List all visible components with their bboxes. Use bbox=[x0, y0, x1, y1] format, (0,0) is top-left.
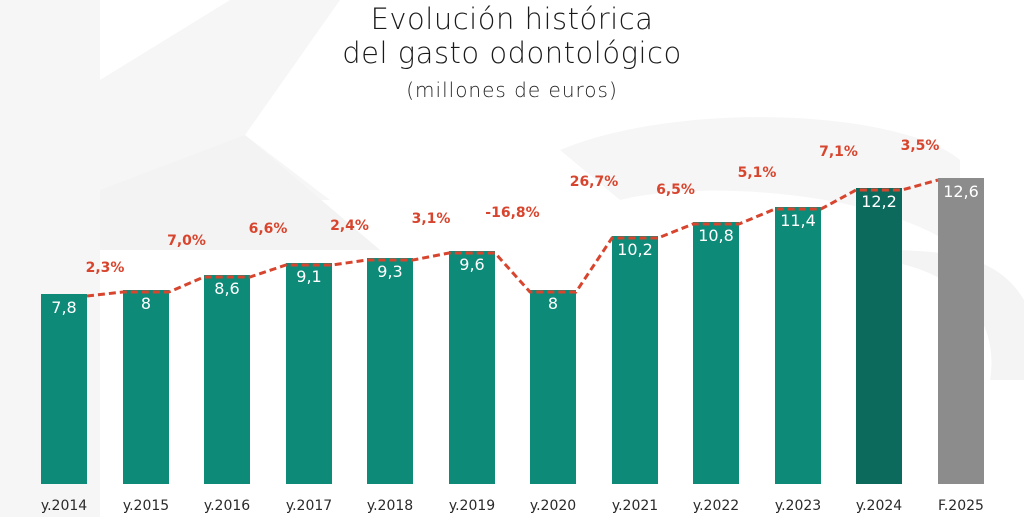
bar-value-label: 9,1 bbox=[296, 267, 322, 286]
growth-rate-label: 26,7% bbox=[569, 174, 619, 190]
x-axis-label: y.2015 bbox=[122, 498, 170, 514]
growth-rate-label: 3,1% bbox=[411, 211, 451, 227]
bar-value-label: 12,6 bbox=[943, 182, 979, 201]
bar-y-2017: 9,1 bbox=[286, 263, 332, 484]
bar-value-label: 9,6 bbox=[459, 255, 485, 274]
x-axis-label: y.2021 bbox=[611, 498, 659, 514]
growth-rate-label: 6,6% bbox=[248, 221, 288, 237]
bar-value-label: 10,8 bbox=[698, 226, 734, 245]
growth-rate-label: 7,0% bbox=[167, 233, 206, 249]
x-axis-label: y.2017 bbox=[285, 498, 333, 514]
bar-value-label: 9,3 bbox=[377, 262, 403, 281]
chart-title-line1: Evolución histórica bbox=[370, 2, 654, 36]
bar-f-2025: 12,6 bbox=[938, 178, 984, 484]
x-axis-label: y.2019 bbox=[448, 498, 496, 514]
growth-rate-label: 7,1% bbox=[819, 144, 858, 160]
x-axis-label: y.2014 bbox=[40, 498, 88, 514]
growth-rate-label: 6,5% bbox=[656, 182, 695, 198]
x-axis-label: F.2025 bbox=[938, 498, 984, 514]
bar-value-label: 12,2 bbox=[861, 192, 897, 211]
bar-y-2021: 10,2 bbox=[612, 236, 658, 484]
x-axis-label: y.2020 bbox=[529, 498, 577, 514]
growth-rate-label: 2,3% bbox=[85, 260, 125, 276]
chart-subtitle: (millones de euros) bbox=[406, 78, 618, 102]
bar-y-2023: 11,4 bbox=[775, 207, 821, 484]
bar-value-label: 11,4 bbox=[780, 211, 816, 230]
bar-y-2015: 8 bbox=[123, 290, 169, 484]
growth-rate-label: -16,8% bbox=[485, 205, 540, 221]
bar-y-2019: 9,6 bbox=[449, 251, 495, 484]
bar-value-label: 8 bbox=[140, 294, 152, 313]
x-axis-label: y.2018 bbox=[366, 498, 414, 514]
bar-y-2014: 7,8 bbox=[41, 294, 87, 484]
bar-y-2020: 8 bbox=[530, 290, 576, 484]
bar-y-2018: 9,3 bbox=[367, 258, 413, 484]
bar-value-label: 10,2 bbox=[617, 240, 653, 259]
x-axis-label: y.2023 bbox=[774, 498, 822, 514]
growth-rate-label: 2,4% bbox=[330, 218, 369, 234]
x-axis-label: y.2024 bbox=[855, 498, 903, 514]
x-axis-label: y.2016 bbox=[203, 498, 251, 514]
growth-rate-label: 3,5% bbox=[900, 138, 940, 154]
growth-rate-label: 5,1% bbox=[737, 165, 777, 181]
bar-value-label: 8 bbox=[547, 294, 559, 313]
bar-value-label: 7,8 bbox=[51, 298, 77, 317]
bar-y-2024: 12,2 bbox=[856, 188, 902, 484]
bar-y-2016: 8,6 bbox=[204, 275, 250, 484]
bar-y-2022: 10,8 bbox=[693, 222, 739, 484]
bar-value-label: 8,6 bbox=[214, 279, 240, 298]
x-axis-label: y.2022 bbox=[692, 498, 740, 514]
chart-title-line2: del gasto odontológico bbox=[342, 36, 682, 70]
